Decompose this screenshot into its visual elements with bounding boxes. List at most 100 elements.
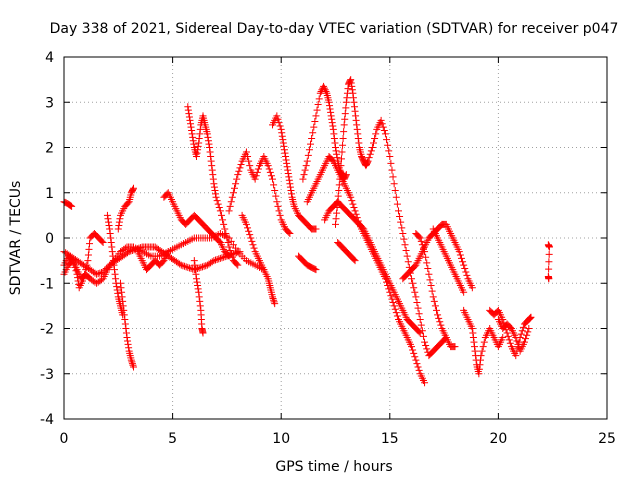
data-point [478, 347, 486, 355]
series-sat-o [295, 252, 320, 274]
data-point [421, 379, 429, 387]
data-point [396, 213, 404, 221]
data-point [513, 337, 521, 345]
data-point [353, 121, 361, 129]
data-point [69, 257, 77, 265]
data-point [351, 207, 359, 215]
data-point [391, 305, 399, 313]
data-point [349, 89, 357, 97]
data-point [520, 338, 528, 346]
data-point [384, 141, 392, 149]
data-point [236, 248, 244, 256]
data-point [266, 168, 274, 176]
data-point [195, 293, 203, 301]
data-point [242, 220, 250, 228]
data-point [187, 120, 195, 128]
data-point [350, 203, 358, 211]
data-point [456, 251, 464, 259]
data-point [272, 192, 280, 200]
data-point [419, 332, 427, 340]
data-point [215, 203, 223, 211]
data-point [408, 343, 416, 351]
data-point [195, 288, 203, 296]
data-point [309, 129, 317, 137]
data-point [123, 334, 131, 342]
data-point [271, 186, 279, 194]
data-point [415, 310, 423, 318]
data-point [370, 139, 378, 147]
data-point [348, 82, 356, 90]
data-point [285, 173, 293, 181]
y-tick-label: 4 [45, 50, 54, 66]
data-point [417, 237, 425, 245]
data-point [335, 181, 343, 189]
data-point [72, 267, 80, 275]
data-point [120, 306, 128, 314]
data-point [249, 241, 257, 249]
data-point [475, 370, 483, 378]
data-point [426, 276, 434, 284]
data-point [85, 245, 93, 253]
data-point [499, 334, 507, 342]
data-point [218, 254, 226, 262]
data-point [412, 293, 420, 301]
data-point [476, 361, 484, 369]
series-sat-s [321, 198, 424, 337]
data-point [233, 249, 241, 257]
data-point [127, 247, 135, 255]
data-point [204, 137, 212, 145]
data-point [367, 147, 375, 155]
data-point [220, 220, 228, 228]
data-point [455, 248, 463, 256]
data-point [327, 108, 335, 116]
data-point [195, 139, 203, 147]
data-point [335, 186, 343, 194]
data-point [332, 147, 340, 155]
data-point [469, 334, 477, 342]
data-point [545, 243, 553, 251]
data-point [285, 228, 293, 236]
y-tick-label: 0 [45, 231, 54, 247]
data-point [191, 261, 199, 269]
data-point [404, 258, 412, 266]
data-point [330, 134, 338, 142]
data-point [194, 285, 202, 293]
data-point [308, 134, 316, 142]
data-point [311, 117, 319, 125]
data-point [424, 265, 432, 273]
data-point [99, 239, 107, 247]
data-point [526, 314, 534, 322]
data-point [471, 347, 479, 355]
data-point [229, 189, 237, 197]
x-tick-label: 5 [168, 431, 177, 447]
data-point [287, 186, 295, 194]
series-sat-x [460, 306, 507, 378]
data-point [398, 224, 406, 232]
data-point [137, 244, 145, 252]
data-point [124, 340, 132, 348]
data-point [321, 86, 329, 94]
data-point [164, 248, 172, 256]
data-point [288, 190, 296, 198]
data-point [205, 140, 213, 148]
data-point [419, 244, 427, 252]
data-point [301, 166, 309, 174]
series-sat-e [103, 211, 127, 319]
data-point [116, 215, 124, 223]
data-point [332, 144, 339, 151]
data-point [430, 297, 438, 305]
data-point [388, 166, 396, 174]
data-point [350, 255, 358, 263]
data-point [113, 283, 121, 291]
data-point [116, 279, 124, 287]
data-point [188, 130, 196, 138]
data-point [220, 253, 228, 261]
data-point [279, 139, 287, 147]
data-point [224, 239, 232, 247]
data-point [213, 255, 221, 263]
data-point [470, 338, 478, 346]
data-point [196, 297, 204, 305]
data-point [377, 116, 385, 124]
data-point [219, 216, 227, 224]
